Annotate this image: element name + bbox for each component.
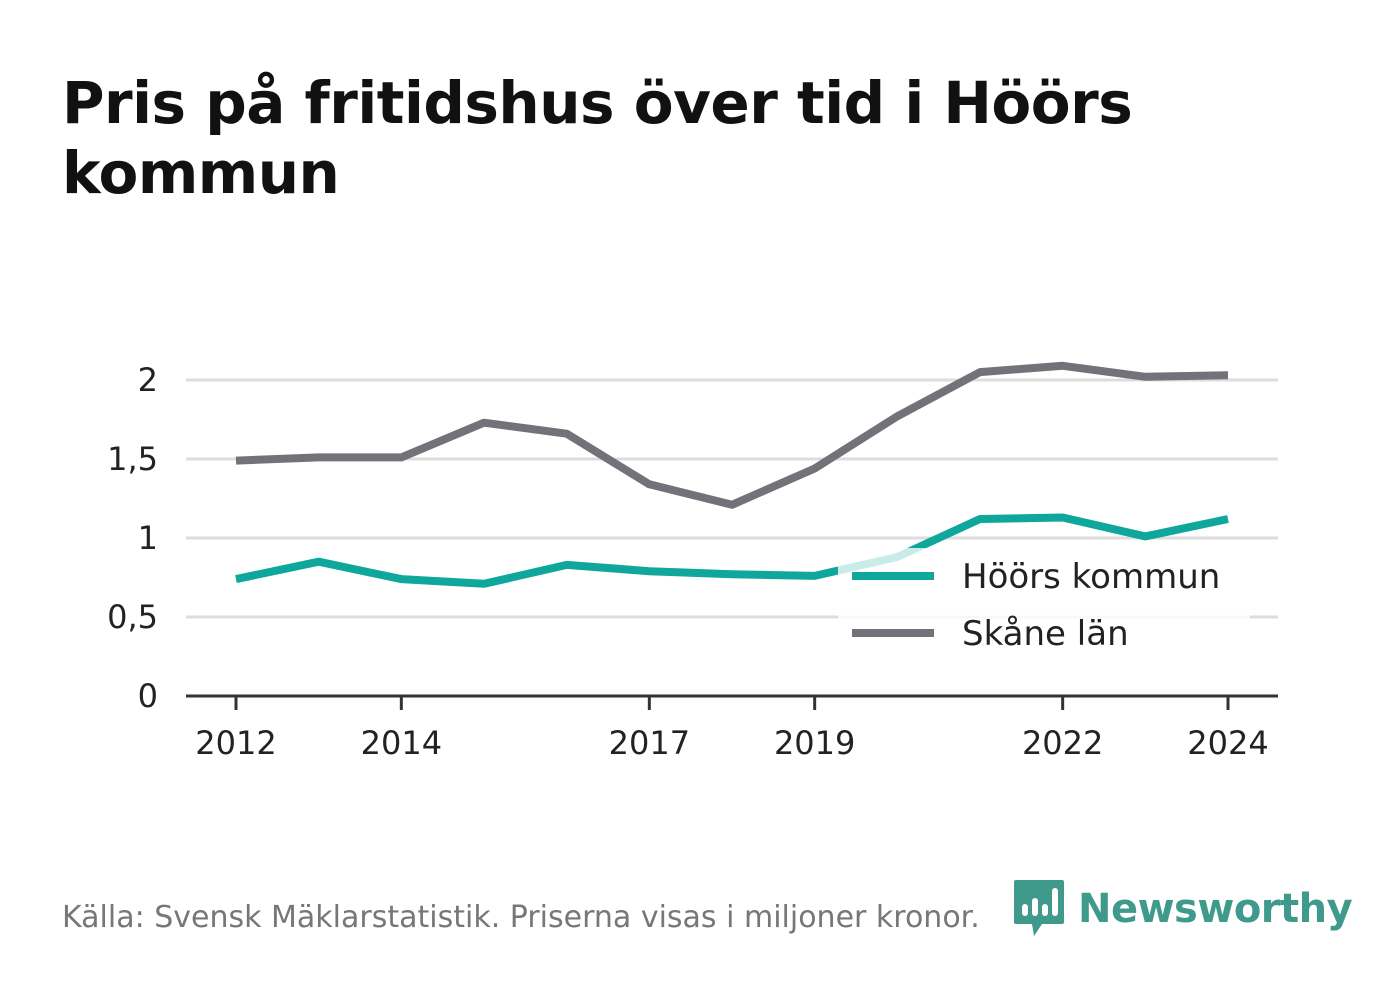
series-line-skane [235,361,1229,509]
x-tick-label: 2019 [774,724,855,762]
brand-logo: Newsworthy [1012,878,1353,940]
brand-name: Newsworthy [1078,886,1353,932]
x-tick-label: 2017 [609,724,690,762]
series-lines [235,361,1229,588]
legend: Höörs kommun Skåne län [838,548,1250,664]
y-tick-label: 0 [138,677,158,715]
x-tick-label: 2024 [1187,724,1268,762]
y-tick-label: 1 [138,519,158,557]
x-axis-ticks: 2012 2014 2017 2019 2022 2024 [195,696,1269,762]
y-tick-label: 2 [138,361,158,399]
x-tick-label: 2014 [361,724,442,762]
source-note: Källa: Svensk Mäklarstatistik. Priserna … [62,900,980,935]
y-tick-label: 1,5 [107,440,158,478]
x-tick-label: 2022 [1022,724,1103,762]
legend-label: Skåne län [962,614,1129,654]
legend-label: Höörs kommun [962,557,1220,597]
chart-title: Pris på fritidshus över tid i Höörs komm… [62,69,1133,207]
x-tick-label: 2012 [195,724,276,762]
legend-background [838,548,1250,664]
series-line-hoor [235,513,1229,588]
y-axis-ticks: 0 0,5 1 1,5 2 [107,361,158,715]
y-tick-label: 0,5 [107,598,158,636]
newsworthy-logo-icon [1014,880,1064,936]
